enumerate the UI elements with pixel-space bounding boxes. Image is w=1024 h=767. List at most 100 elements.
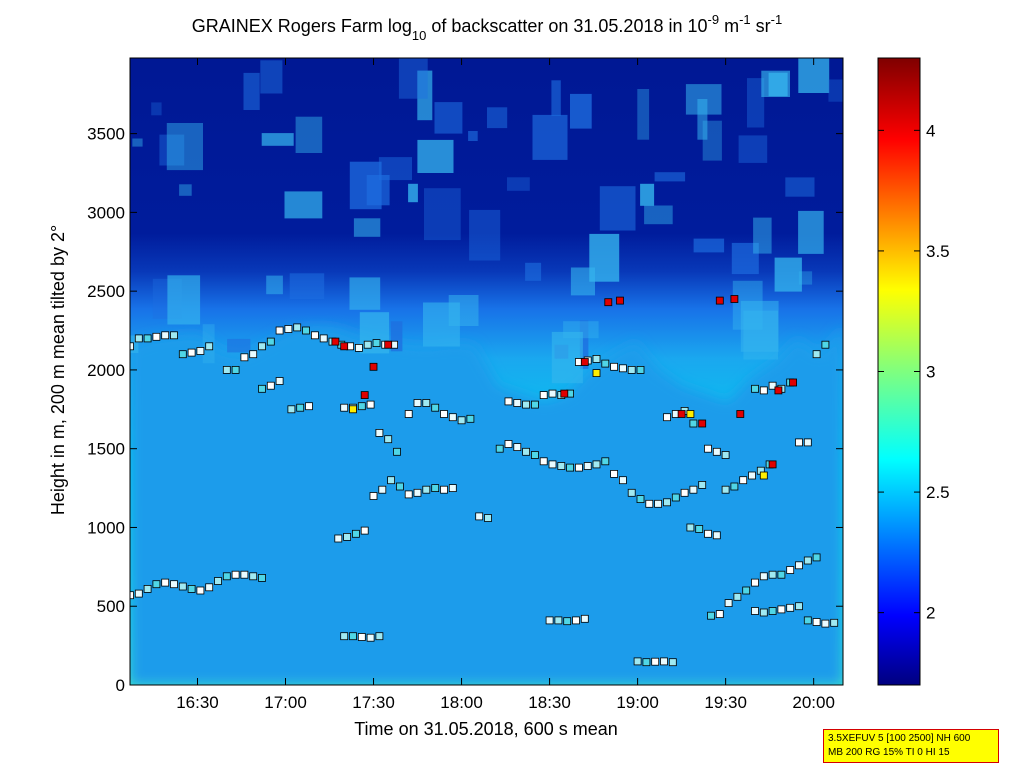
aerosol-patch <box>798 271 813 285</box>
layer-marker <box>196 586 205 595</box>
aerosol-patch <box>469 209 501 261</box>
aerosol-patch <box>693 238 725 253</box>
layer-marker <box>721 451 730 459</box>
layer-marker <box>795 561 803 570</box>
layer-marker <box>134 334 143 343</box>
layer-marker <box>795 438 803 447</box>
layer-marker <box>715 610 724 618</box>
layer-marker <box>830 618 839 627</box>
aerosol-patch <box>434 102 463 134</box>
layer-marker <box>610 469 618 478</box>
layer-marker <box>284 325 293 333</box>
layer-marker <box>786 566 795 574</box>
layer-marker <box>721 485 730 494</box>
high-backscatter-marker <box>736 410 745 418</box>
layer-marker <box>258 574 266 582</box>
layer-marker <box>704 444 712 453</box>
aerosol-patch <box>378 157 412 181</box>
layer-marker <box>548 460 557 469</box>
aerosol-patch <box>551 80 561 116</box>
aerosol-patch <box>408 183 418 203</box>
layer-marker <box>739 476 748 485</box>
aerosol-patch <box>166 123 203 171</box>
aerosol-patch <box>243 72 260 110</box>
x-tick-label: 20:00 <box>792 693 835 712</box>
layer-marker <box>387 476 396 485</box>
x-axis: 16:30 17:00 17:30 18:00 18:30 19:00 19:30 20:00 <box>176 58 835 712</box>
layer-marker <box>222 365 231 374</box>
layer-marker <box>363 340 372 349</box>
high-backscatter-marker <box>604 298 613 307</box>
layer-marker <box>601 359 610 368</box>
layer-marker <box>205 342 214 351</box>
high-backscatter-marker <box>686 410 695 418</box>
aerosol-patch <box>284 191 323 219</box>
high-backscatter-marker <box>768 460 777 469</box>
layer-marker <box>619 476 627 485</box>
layer-marker <box>340 632 349 641</box>
aerosol-patch <box>753 217 772 254</box>
layer-marker <box>686 523 695 532</box>
layer-marker <box>759 572 768 581</box>
layer-marker <box>539 391 548 400</box>
layer-marker <box>393 447 401 456</box>
x-tick-label: 18:30 <box>528 693 571 712</box>
layer-marker <box>378 485 387 494</box>
layer-marker <box>475 512 484 521</box>
layer-marker <box>768 607 777 615</box>
aerosol-patch <box>761 70 790 97</box>
layer-marker <box>633 657 642 666</box>
layer-marker <box>751 607 759 615</box>
layer-marker <box>668 658 677 667</box>
high-backscatter-marker <box>331 337 340 346</box>
layer-marker <box>712 447 721 456</box>
layer-marker <box>431 484 440 493</box>
layer-marker <box>759 386 768 395</box>
layer-marker <box>504 440 513 448</box>
layer-marker <box>366 633 375 642</box>
layer-marker <box>601 457 610 466</box>
aerosol-patch <box>798 210 824 254</box>
y-tick-label: 500 <box>97 597 125 616</box>
aerosol-patch <box>507 177 530 191</box>
layer-marker <box>663 498 671 507</box>
layer-marker <box>563 617 572 626</box>
layer-marker <box>369 492 378 500</box>
aerosol-patch <box>570 93 592 129</box>
aerosol-patch <box>353 218 381 237</box>
layer-marker <box>759 608 768 617</box>
aerosol-patch <box>697 99 708 140</box>
layer-marker <box>130 591 134 600</box>
layer-marker <box>395 482 404 491</box>
high-backscatter-marker <box>677 410 686 418</box>
layer-marker <box>354 343 363 352</box>
layer-marker <box>440 410 448 418</box>
layer-marker <box>733 592 742 601</box>
aerosol-patch <box>398 58 428 99</box>
layer-marker <box>249 572 258 581</box>
layer-marker <box>627 488 636 497</box>
layer-marker <box>812 618 821 626</box>
aerosol-patch <box>179 184 192 196</box>
layer-marker <box>803 438 812 447</box>
aerosol-patch <box>159 134 185 166</box>
aerosol-patch <box>261 133 294 146</box>
high-backscatter-marker <box>774 386 783 395</box>
layer-marker <box>768 570 777 579</box>
layer-marker <box>795 602 803 611</box>
layer-marker <box>636 365 645 374</box>
layer-marker <box>580 614 589 623</box>
layer-marker <box>266 337 275 346</box>
layer-marker <box>187 348 196 357</box>
x-tick-label: 19:30 <box>704 693 747 712</box>
aerosol-patch <box>487 107 508 129</box>
layer-marker <box>619 364 627 373</box>
layer-marker <box>751 578 759 587</box>
aerosol-patch <box>366 175 390 206</box>
layer-marker <box>751 384 759 393</box>
layer-marker <box>557 462 566 470</box>
layer-marker <box>152 580 161 589</box>
layer-marker <box>222 572 231 581</box>
layer-marker <box>712 531 721 540</box>
